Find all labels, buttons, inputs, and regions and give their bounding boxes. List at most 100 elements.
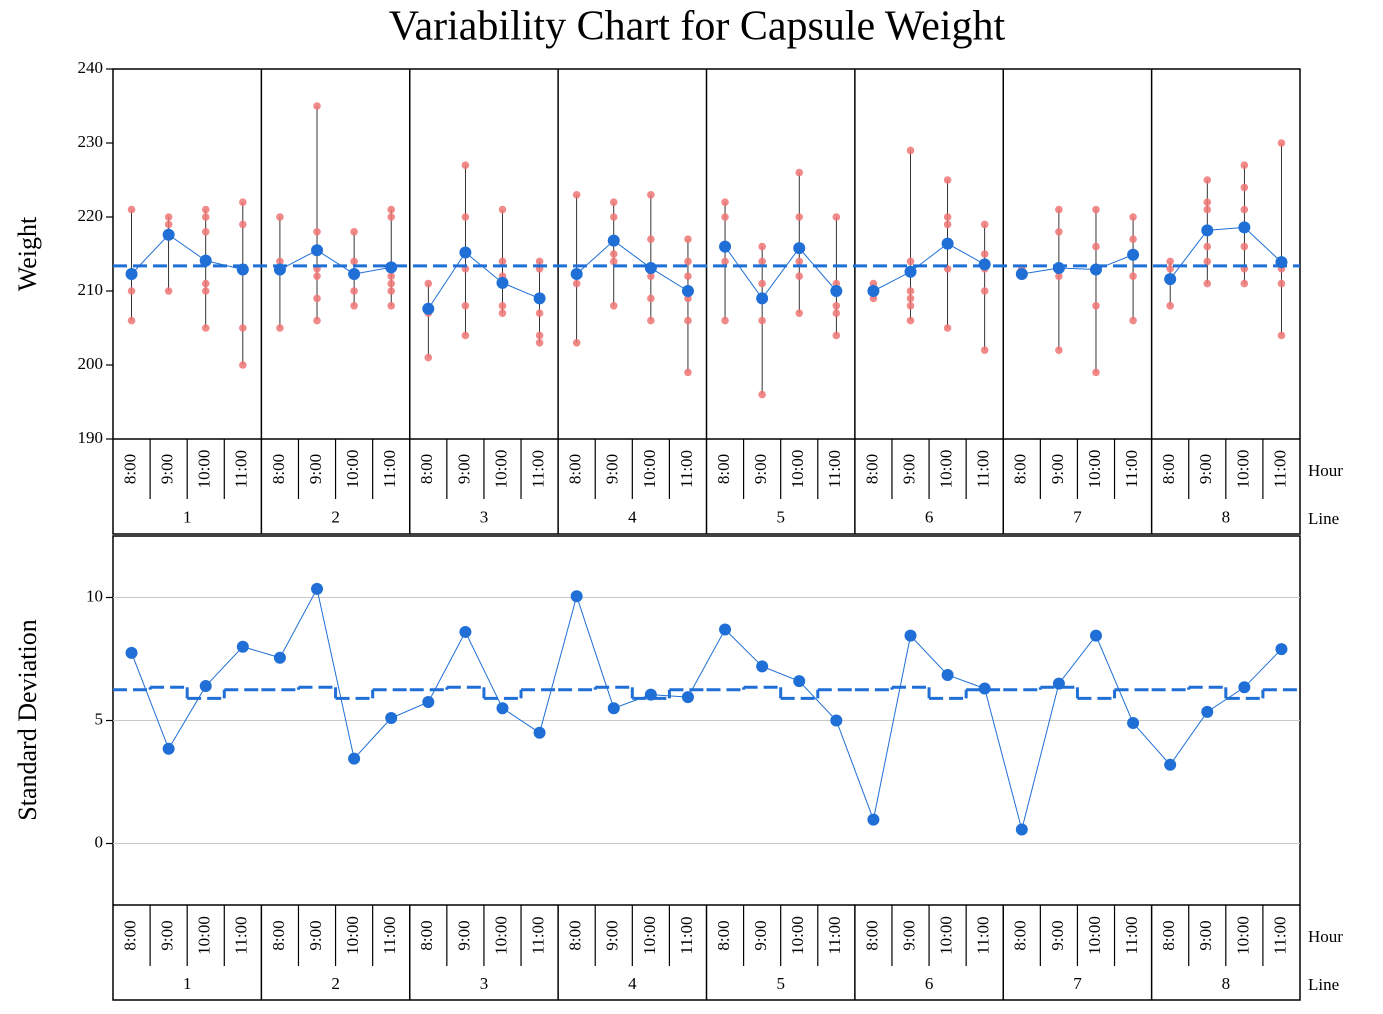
data-point (609, 213, 618, 221)
data-point (1129, 235, 1137, 243)
data-point (201, 213, 210, 221)
hour-label: 9:00 (306, 454, 325, 484)
mean-connector (873, 243, 985, 292)
sd-point (125, 646, 138, 659)
data-point (461, 213, 470, 221)
cell-mean (162, 228, 175, 241)
data-point (609, 198, 618, 206)
data-point (535, 257, 544, 266)
y-tick-label: 210 (78, 280, 104, 299)
data-point (721, 198, 729, 206)
hour-label: 11:00 (825, 916, 844, 954)
sd-point (867, 813, 880, 826)
y-axis-label: Standard Deviation (13, 619, 42, 820)
data-point (795, 213, 804, 221)
hour-label: 8:00 (417, 920, 436, 950)
hour-label: 10:00 (1085, 450, 1104, 489)
data-point (832, 213, 841, 221)
group-label: 8 (1222, 974, 1231, 993)
hour-label: 10:00 (937, 916, 956, 955)
hour-label: 10:00 (640, 450, 659, 489)
cell-mean (1015, 267, 1028, 280)
hour-label: 9:00 (899, 454, 918, 484)
hour-label: 9:00 (1048, 454, 1067, 484)
y-tick-label: 5 (95, 709, 104, 728)
data-point (239, 361, 247, 369)
data-point (164, 213, 173, 221)
sd-point (1201, 705, 1214, 718)
data-point (572, 191, 581, 199)
sd-point (941, 668, 954, 681)
data-point (313, 272, 321, 281)
hour-label: 9:00 (751, 454, 770, 484)
data-point (201, 205, 210, 214)
y-tick-label: 230 (78, 132, 104, 151)
data-point (906, 302, 915, 310)
hour-label: 8:00 (714, 454, 733, 484)
hour-label: 11:00 (677, 916, 696, 954)
cell-mean (570, 267, 583, 280)
data-point (795, 272, 804, 281)
data-point (127, 316, 136, 325)
group-label: 6 (925, 507, 934, 526)
data-point (313, 228, 321, 236)
cell-mean (607, 234, 620, 247)
data-point (1166, 302, 1174, 310)
cell-mean (644, 262, 657, 275)
hour-label: 11:00 (380, 916, 399, 954)
hour-label: 8:00 (120, 920, 139, 950)
data-point (1203, 176, 1212, 184)
hour-label: 11:00 (528, 450, 547, 488)
group-label: 6 (925, 974, 934, 993)
sd-point (607, 702, 620, 715)
hour-label: 9:00 (1196, 454, 1215, 484)
y-tick-label: 0 (95, 832, 104, 851)
sd-point (273, 651, 286, 664)
cell-mean (1127, 248, 1140, 261)
data-point (387, 213, 396, 221)
group-label: 1 (183, 507, 192, 526)
data-point (1092, 302, 1100, 310)
data-point (795, 168, 804, 177)
group-label: 3 (480, 507, 489, 526)
data-point (535, 331, 544, 340)
hour-label: 11:00 (1122, 916, 1141, 954)
group-label: 7 (1073, 974, 1082, 993)
hour-label: 8:00 (714, 920, 733, 950)
data-point (1129, 316, 1137, 325)
sd-point (1164, 758, 1177, 771)
data-point (127, 287, 136, 295)
data-point (758, 257, 766, 266)
data-point (980, 250, 989, 258)
data-point (684, 257, 692, 266)
cell-mean (719, 240, 732, 253)
data-point (1055, 272, 1063, 281)
cell-mean (199, 254, 212, 267)
data-point (498, 205, 507, 214)
hour-label: 8:00 (566, 920, 585, 950)
y-axis-label: Weight (13, 216, 42, 291)
data-point (239, 324, 247, 332)
data-point (943, 176, 952, 184)
hour-label: 11:00 (1270, 450, 1289, 488)
data-point (387, 272, 396, 281)
cell-mean (830, 285, 843, 297)
data-point (313, 294, 321, 303)
data-point (906, 257, 915, 266)
data-point (1277, 331, 1286, 340)
hour-label: 11:00 (380, 450, 399, 488)
cell-mean (1164, 273, 1177, 286)
hour-label: 8:00 (269, 454, 288, 484)
data-point (906, 146, 915, 155)
sd-point (1052, 677, 1065, 690)
y-tick-label: 200 (78, 354, 104, 373)
data-point (201, 228, 210, 236)
hour-label: 9:00 (306, 920, 325, 950)
cell-mean (978, 258, 991, 271)
hour-label: 8:00 (862, 920, 881, 950)
data-point (387, 302, 396, 310)
hour-label: 8:00 (566, 454, 585, 484)
mean-connector (279, 249, 392, 275)
cell-mean (348, 267, 361, 280)
data-point (127, 205, 136, 214)
